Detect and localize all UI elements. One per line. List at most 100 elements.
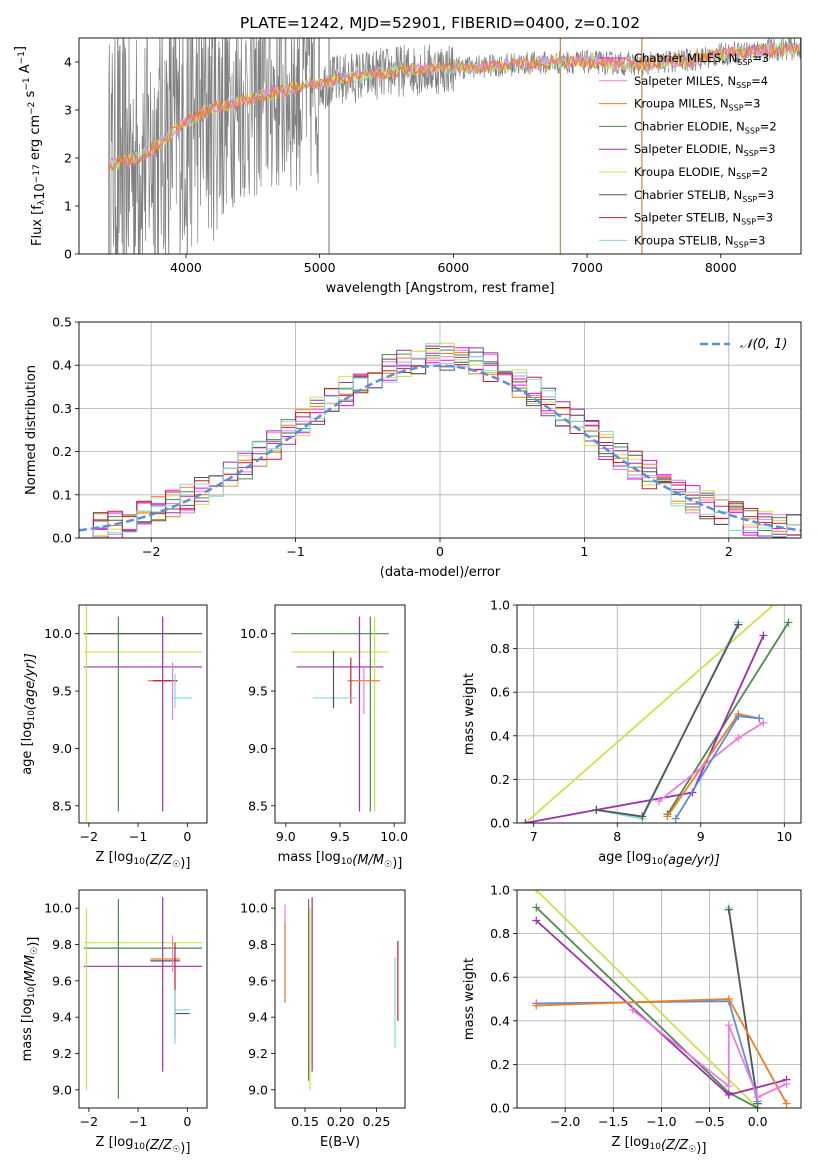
y-axis-label: mass weight bbox=[462, 958, 477, 1040]
plus-marker bbox=[724, 905, 733, 914]
y-tick-label: 9.5 bbox=[52, 684, 72, 699]
x-tick-label: 10 bbox=[776, 829, 792, 844]
plus-marker bbox=[759, 631, 768, 640]
y-tick-label: 0.5 bbox=[52, 315, 72, 330]
x-tick-label: −2.0 bbox=[550, 1114, 580, 1129]
axes-frame bbox=[78, 889, 208, 1109]
mass-weight-line-kroupa_elodie bbox=[524, 605, 775, 823]
y-tick-label: 9.0 bbox=[52, 741, 72, 756]
plus-marker bbox=[724, 1082, 733, 1091]
spectrum-panel: 4000 5000 6000 7000 8000 0 1 2 3 4 wavelength [Ang… bbox=[13, 37, 802, 296]
mass-weight-line-normal_curve bbox=[536, 1000, 759, 1102]
y-tick-label: 4 bbox=[64, 55, 72, 70]
mass-weight-line-chabrier_elodie bbox=[666, 621, 790, 815]
axes: −2 −1 0 1 2 0.0 0.1 0.2 0.3 0.4 0.5 (data-model)/er… bbox=[24, 315, 802, 580]
plus-marker bbox=[734, 712, 743, 721]
y-tick-label: 0 bbox=[64, 247, 72, 262]
mass-vs-metallicity-panel: −2 −1 0 9.0 9.2 9.4 9.6 9.8 10.0 Z [log10(Z/Z☉)] m… bbox=[20, 889, 208, 1156]
y-tick-label: 9.5 bbox=[248, 684, 268, 699]
y-tick-label: 9.2 bbox=[248, 1046, 268, 1061]
x-axis-label: Z [log10(Z/Z☉)] bbox=[612, 1135, 707, 1156]
y-axis-label: age [log10(age/yr)] bbox=[20, 653, 38, 775]
plus-marker bbox=[734, 733, 743, 742]
x-tick-label: −1 bbox=[129, 829, 147, 844]
legend-entry: Kroupa ELODIE, NSSP=2 bbox=[634, 165, 768, 181]
legend-entry: Salpeter STELIB, NSSP=3 bbox=[634, 211, 773, 227]
y-tick-label: 9.2 bbox=[52, 1046, 72, 1061]
mass-weight-line-salpeter_elodie bbox=[525, 635, 765, 823]
y-tick-label: 1 bbox=[64, 199, 72, 214]
x-axis-label: Z [log10(Z/Z☉)] bbox=[96, 850, 191, 871]
x-tick-label: 0 bbox=[436, 544, 444, 559]
plus-marker bbox=[663, 812, 672, 821]
legend-entry: Kroupa MILES, NSSP=3 bbox=[634, 97, 760, 113]
x-tick-label: 4000 bbox=[170, 260, 202, 275]
y-tick-label: 2 bbox=[64, 151, 72, 166]
mass-weight-line-normal_curve bbox=[674, 715, 760, 820]
plus-marker bbox=[782, 1099, 791, 1108]
legend-entry: Salpeter ELODIE, NSSP=3 bbox=[634, 142, 776, 158]
legend: Chabrier MILES, NSSP=3 Salpeter MILES, NS… bbox=[599, 51, 777, 249]
y-axis-label: Normed distribution bbox=[24, 365, 39, 495]
y-tick-label: 9.0 bbox=[248, 1082, 268, 1097]
plot-area bbox=[521, 605, 793, 823]
x-tick-label: 0.15 bbox=[291, 1114, 319, 1129]
y-tick-label: 0.6 bbox=[490, 970, 510, 985]
x-axis-label: mass [log10(M/M☉)] bbox=[278, 850, 403, 871]
normal-distribution-curve bbox=[79, 364, 801, 532]
x-axis-label: (data-model)/error bbox=[380, 565, 501, 580]
y-tick-label: 9.8 bbox=[52, 937, 72, 952]
x-axis-label: Z [log10(Z/Z☉)] bbox=[96, 1135, 191, 1156]
x-tick-label: 1 bbox=[580, 544, 588, 559]
y-tick-label: 0.3 bbox=[52, 401, 72, 416]
y-tick-label: 1.0 bbox=[490, 598, 510, 613]
x-axis-label: E(B-V) bbox=[320, 1135, 360, 1150]
figure-title: PLATE=1242, MJD=52901, FIBERID=0400, z=0… bbox=[240, 14, 640, 32]
y-tick-label: 0.4 bbox=[490, 728, 510, 743]
y-tick-label: 0.4 bbox=[490, 1013, 510, 1028]
y-tick-label: 0.2 bbox=[490, 772, 510, 787]
plus-marker bbox=[759, 718, 768, 727]
y-tick-label: 1.0 bbox=[490, 883, 510, 898]
axes-frame bbox=[78, 604, 208, 824]
x-tick-label: −2 bbox=[80, 829, 98, 844]
x-tick-label: −1 bbox=[286, 544, 304, 559]
axes-frame bbox=[78, 37, 802, 255]
axes: 9.0 9.5 10.0 8.5 9.0 9.5 10.0 mass [log10(M/M☉)… bbox=[240, 604, 408, 871]
grid bbox=[517, 889, 801, 1109]
x-tick-label: 7000 bbox=[571, 260, 603, 275]
plus-marker bbox=[753, 1093, 762, 1102]
x-tick-label: 0.25 bbox=[363, 1114, 391, 1129]
x-tick-label: −1.5 bbox=[598, 1114, 628, 1129]
x-tick-label: −1 bbox=[129, 1114, 147, 1129]
y-tick-label: 0.0 bbox=[490, 816, 510, 831]
plus-marker bbox=[671, 814, 680, 823]
plot-area bbox=[532, 890, 791, 1108]
plus-marker bbox=[638, 812, 647, 821]
y-axis-label: mass weight bbox=[462, 673, 477, 755]
plot-area bbox=[284, 897, 399, 1090]
x-tick-label: 8 bbox=[613, 829, 621, 844]
x-tick-label: 0 bbox=[183, 829, 191, 844]
x-tick-label: −2 bbox=[142, 544, 160, 559]
mass-weight-vs-metallicity-panel: −2.0 −1.5 −1.0 −0.5 0.0 0.0 0.2 0.4 0.6 0.8 1.0 Z [… bbox=[462, 883, 802, 1156]
axes: 7 8 9 10 0.0 0.2 0.4 0.6 0.8 1.0 age [log10(age/yr… bbox=[462, 598, 802, 868]
histogram-kroupa_stelib bbox=[79, 343, 801, 538]
y-tick-label: 0.8 bbox=[490, 926, 510, 941]
axes: −2.0 −1.5 −1.0 −0.5 0.0 0.0 0.2 0.4 0.6 0.8 1.0 Z [… bbox=[462, 883, 802, 1156]
plot-area bbox=[83, 897, 203, 1099]
x-tick-label: 0.20 bbox=[327, 1114, 355, 1129]
mass-weight-line-chabrier_elodie bbox=[535, 906, 759, 1108]
y-tick-label: 9.0 bbox=[248, 741, 268, 756]
y-tick-label: 0.8 bbox=[490, 641, 510, 656]
plus-marker bbox=[724, 1021, 733, 1030]
mass-weight-line-kroupa_miles bbox=[666, 712, 760, 818]
y-axis-label: Flux [fλ10−17 erg cm−2 s−1 A−1] bbox=[13, 46, 48, 246]
x-axis-label: age [log10(age/yr)] bbox=[598, 850, 720, 868]
residuals-panel: −2 −1 0 1 2 0.0 0.1 0.2 0.3 0.4 0.5 (data-model)/er… bbox=[24, 315, 802, 580]
plus-marker bbox=[532, 1001, 541, 1010]
y-tick-label: 0.0 bbox=[52, 531, 72, 546]
x-tick-label: 7 bbox=[530, 829, 538, 844]
x-tick-label: 0 bbox=[183, 1114, 191, 1129]
